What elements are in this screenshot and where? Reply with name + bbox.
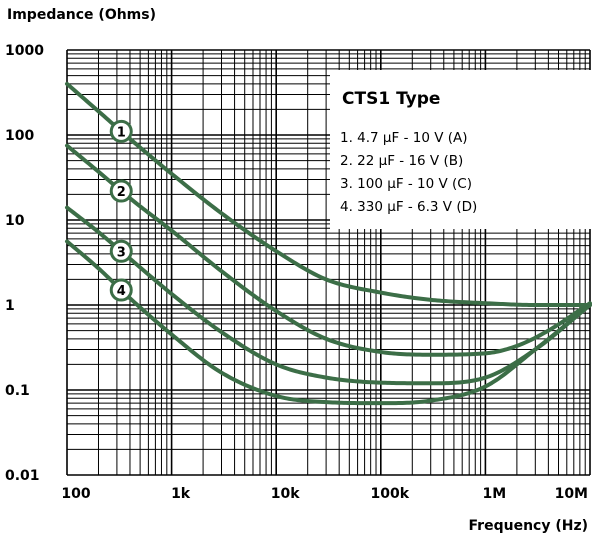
series-marker-4 — [109, 278, 133, 302]
y-tick-label: 0.1 — [5, 383, 30, 399]
series-marker-label-4: 4 — [117, 284, 126, 299]
x-tick-label: 1M — [483, 486, 507, 502]
x-tick-label: 10M — [555, 486, 588, 502]
legend-item-3: 3. 100 μF - 10 V (C) — [340, 176, 472, 192]
y-tick-label: 10 — [5, 213, 25, 229]
series-markers: 1 2 3 4 — [109, 119, 133, 302]
y-tick-label: 1000 — [5, 43, 44, 59]
legend-item-1: 1. 4.7 μF - 10 V (A) — [340, 130, 468, 146]
legend-item-2: 2. 22 μF - 16 V (B) — [340, 153, 463, 169]
x-tick-label: 10k — [271, 486, 300, 502]
series-marker-label-2: 2 — [117, 185, 126, 200]
series-marker-2 — [109, 179, 133, 203]
series-line-1 — [65, 81, 592, 307]
series-marker-1 — [109, 119, 133, 143]
x-tick-label: 100k — [371, 486, 410, 502]
legend-item-4: 4. 330 μF - 6.3 V (D) — [340, 199, 477, 215]
x-tick-label: 1k — [171, 486, 191, 502]
y-tick-label: 100 — [5, 128, 34, 144]
legend-box — [330, 70, 592, 229]
series-lines — [65, 81, 592, 406]
series-marker-label-3: 3 — [117, 245, 126, 260]
y-tick-label: 1 — [5, 298, 15, 314]
series-line-4 — [65, 239, 592, 406]
series-marker-3 — [109, 239, 133, 263]
series-line-2 — [65, 143, 592, 357]
tick-labels: 1000 100 10 1 0.1 0.01 100 1k 10k 100k 1M 10M — [5, 43, 588, 502]
y-tick-label: 0.01 — [5, 468, 40, 484]
series-line-3 — [65, 205, 592, 386]
legend: CTS1 Type 1. 4.7 μF - 10 V (A) 2. 22 μF … — [330, 70, 592, 229]
x-tick-label: 100 — [61, 486, 90, 502]
legend-title: CTS1 Type — [342, 89, 440, 109]
x-axis-title: Frequency (Hz) — [469, 518, 588, 534]
series-marker-label-1: 1 — [117, 125, 126, 140]
y-axis-title: Impedance (Ohms) — [7, 7, 156, 23]
